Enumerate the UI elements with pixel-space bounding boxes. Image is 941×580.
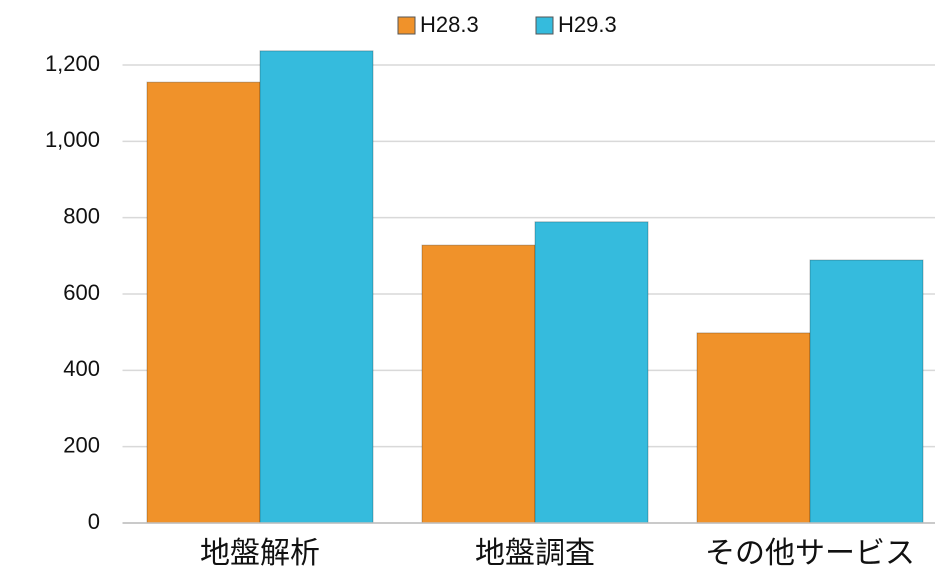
bar: [146, 81, 261, 524]
y-tick-label: 600: [63, 280, 100, 305]
y-tick-label: 400: [63, 356, 100, 381]
bar: [809, 259, 924, 524]
legend-swatch: [535, 16, 554, 35]
y-tick-label: 800: [63, 203, 100, 228]
legend-swatch: [397, 16, 416, 35]
bar: [421, 244, 536, 524]
y-tick-label: 200: [63, 432, 100, 457]
y-tick-label: 1,200: [45, 51, 100, 76]
bar: [534, 221, 649, 524]
y-tick-label: 0: [88, 509, 100, 534]
x-tick-label: 地盤調査: [475, 537, 595, 570]
bar: [696, 332, 811, 524]
x-tick-label: 地盤解析: [200, 537, 320, 570]
y-tick-label: 1,000: [45, 127, 100, 152]
legend-label: H28.3: [420, 12, 479, 37]
x-tick-label: その他サービス: [705, 537, 915, 570]
bar: [259, 50, 374, 524]
legend-label: H29.3: [558, 12, 617, 37]
